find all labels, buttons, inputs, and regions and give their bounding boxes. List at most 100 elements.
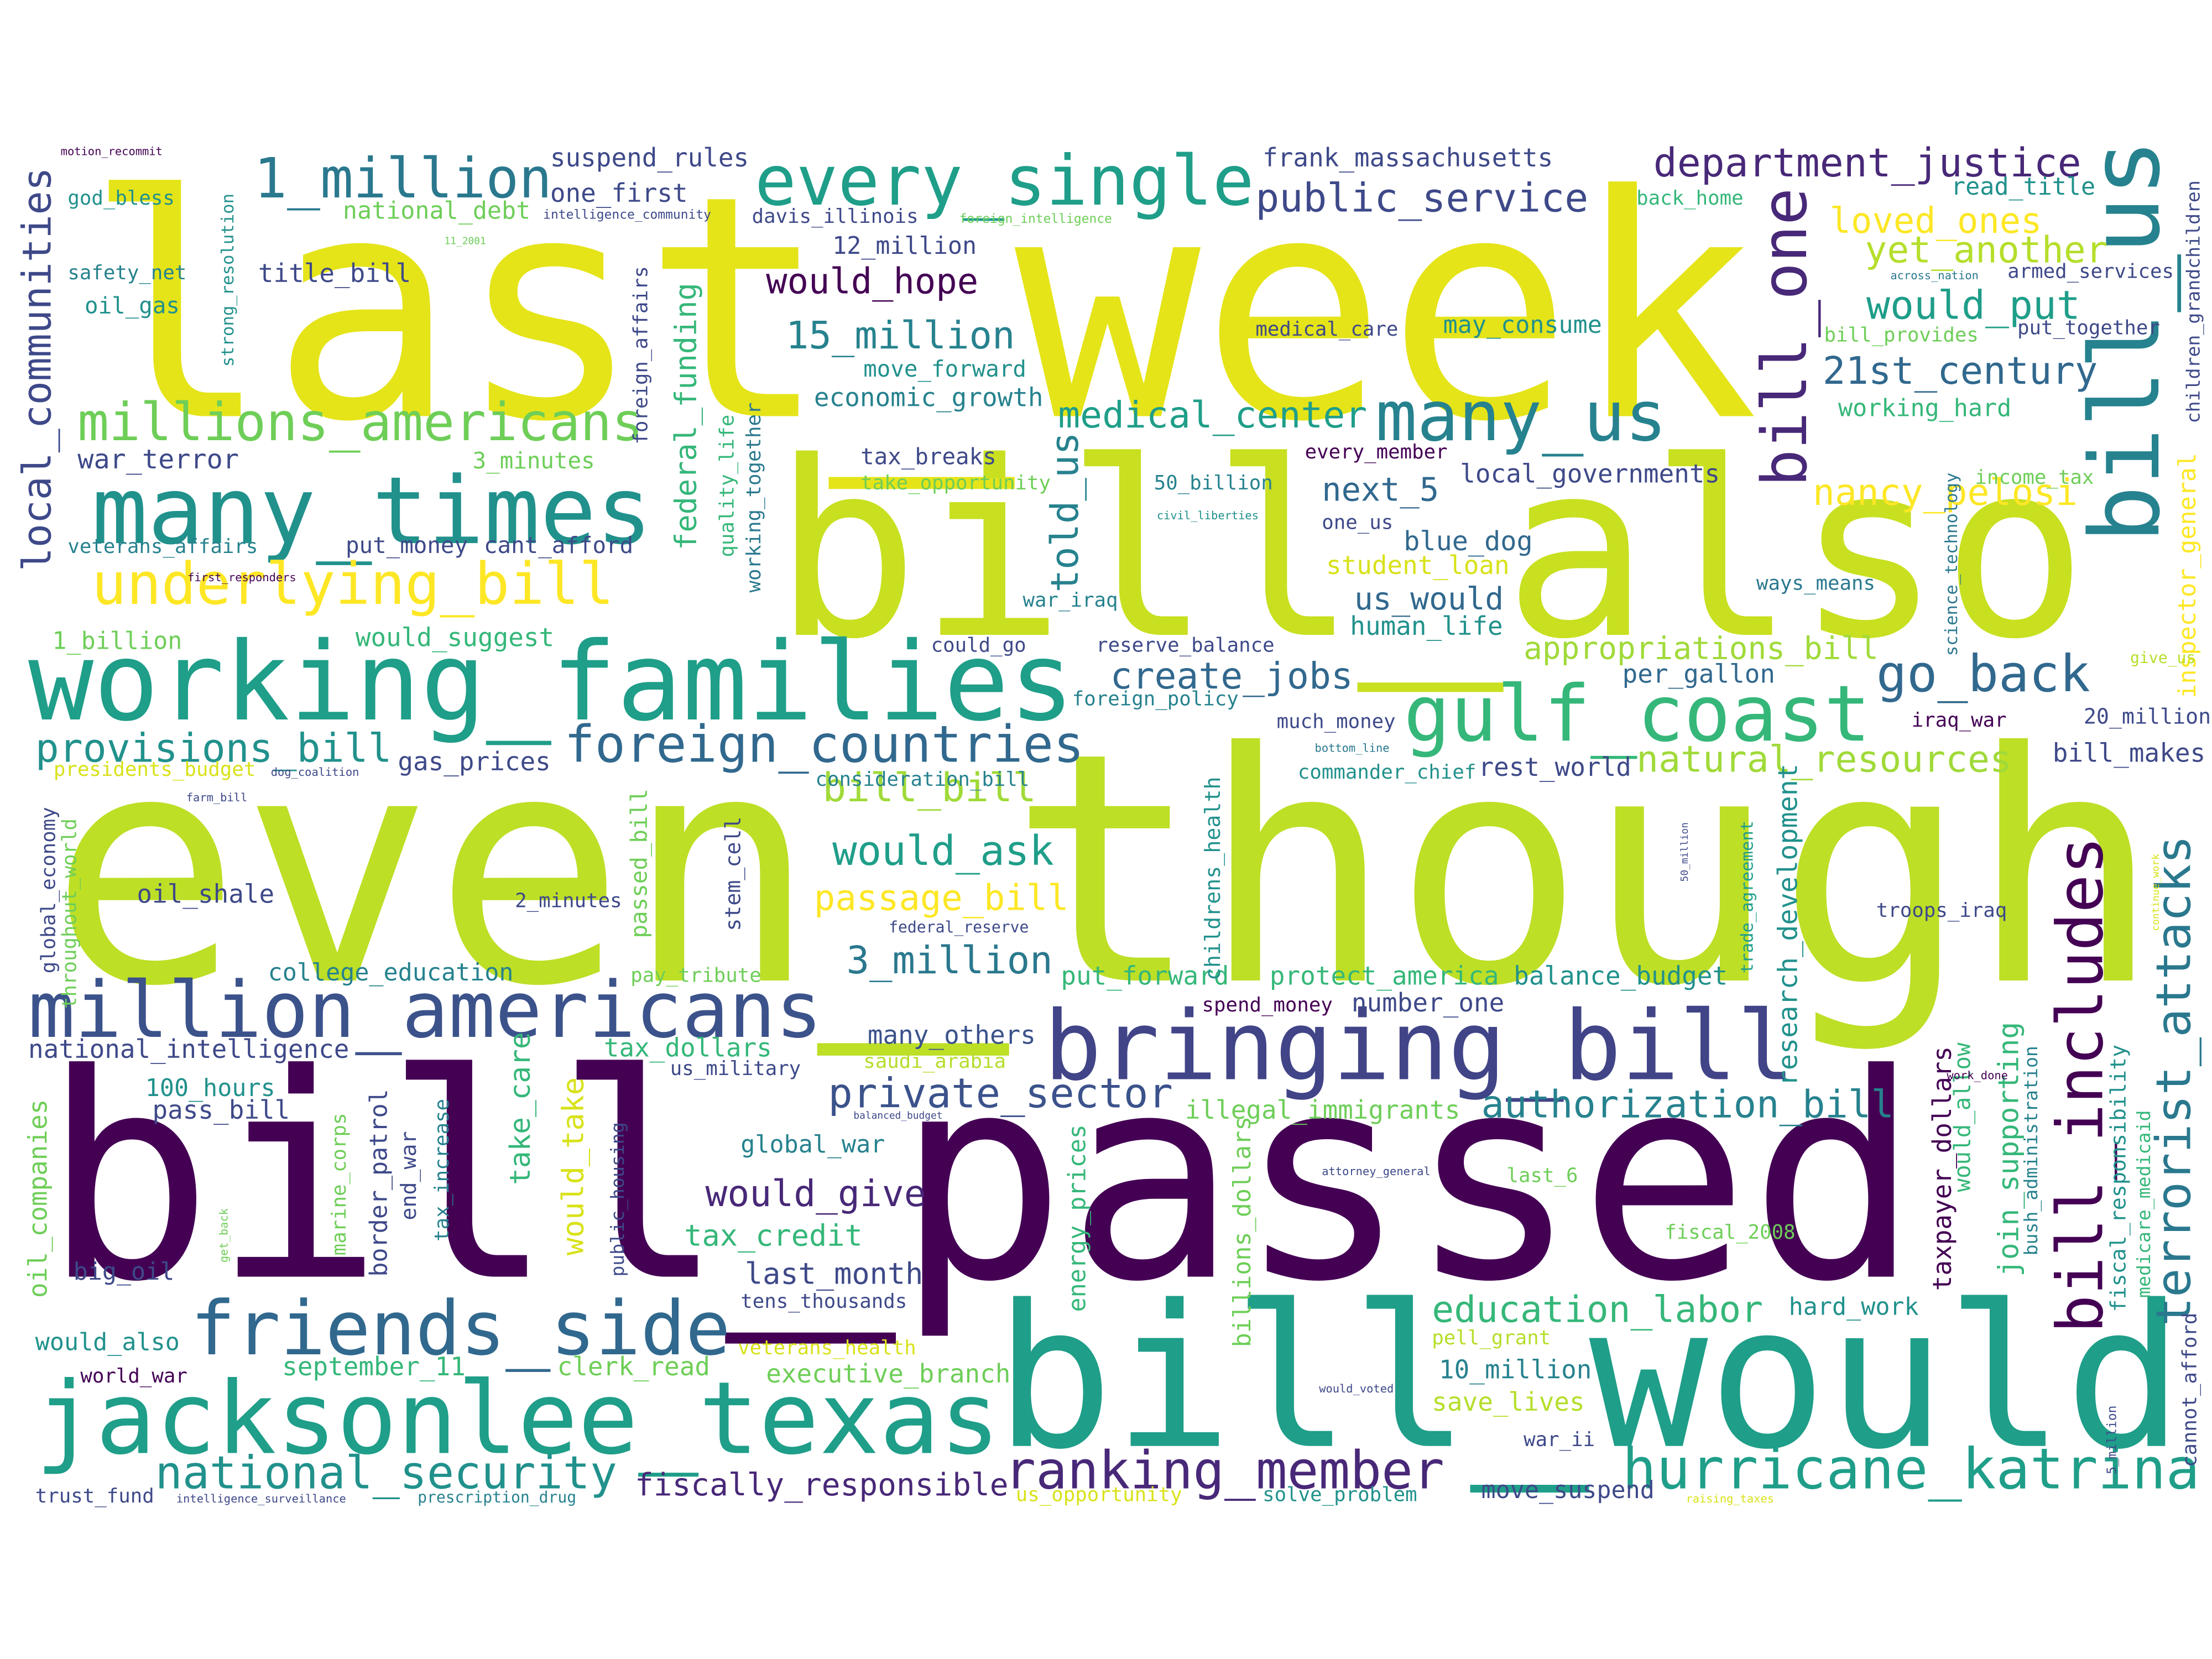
word: oil_shale — [137, 879, 274, 909]
word: first_responders — [187, 571, 296, 584]
word: read_title — [1951, 173, 2095, 201]
word: one_us — [1322, 512, 1393, 534]
word: trust_fund — [35, 1485, 154, 1507]
word: medicare_medicaid — [2133, 1110, 2155, 1298]
word: war_ii — [1524, 1428, 1595, 1451]
word: working_together — [743, 403, 765, 593]
word: pell_grant — [1432, 1327, 1551, 1349]
word: god_bless — [67, 187, 174, 210]
word: consideration_bill — [815, 768, 1029, 791]
word: told_us — [1043, 432, 1087, 592]
word: 50_million — [1679, 822, 1691, 881]
word: trade_agreement — [1738, 821, 1757, 973]
word: throughout_world — [59, 818, 81, 1009]
word: could_go — [931, 634, 1026, 657]
word: cant_afford — [484, 532, 633, 559]
word: education_labor — [1432, 1287, 1763, 1331]
word: gulf_coast — [1404, 669, 1871, 759]
word: quality_life — [716, 415, 738, 557]
word: intelligence_surveillance — [176, 1492, 346, 1505]
word: public_housing — [607, 1122, 629, 1276]
word: provisions_bill — [35, 726, 392, 771]
word: department_justice — [1653, 140, 2081, 186]
word: per_gallon — [1623, 659, 1775, 689]
word: tax_credit — [684, 1218, 862, 1253]
word: bill_also — [773, 410, 2088, 696]
word: foreign_affairs — [630, 266, 653, 444]
word: september_11 — [282, 1352, 466, 1381]
word: move_forward — [863, 356, 1026, 382]
word: tax_breaks — [860, 443, 997, 469]
word: iraq_war — [1912, 709, 2007, 732]
word: reserve_balance — [1096, 634, 1274, 657]
word: last_month — [745, 1256, 923, 1291]
word: 1_billion — [52, 627, 182, 655]
word: national_debt — [343, 197, 530, 225]
word: college_education — [268, 959, 514, 987]
word: tens_thousands — [740, 1290, 907, 1313]
word: would_allow — [1949, 1042, 1975, 1192]
word: even_though — [49, 685, 2161, 1060]
word: farm_bill — [186, 791, 248, 804]
word: 1_million — [254, 147, 552, 211]
word: income_tax — [1975, 466, 2094, 489]
word: back_home — [1636, 187, 1743, 210]
word: 20_million — [2084, 705, 2211, 729]
word: would_put — [1866, 283, 2080, 328]
word: 50_billion — [1154, 472, 1273, 494]
word: 21st_century — [1823, 349, 2098, 393]
word: economic_growth — [814, 383, 1044, 413]
word: medical_care — [1255, 318, 1398, 341]
word: student_loan — [1326, 550, 1510, 580]
word: passage_bill — [814, 878, 1069, 919]
word: national_security — [155, 1447, 617, 1499]
word: children_grandchildren — [2182, 180, 2204, 423]
word: foreign_countries — [564, 715, 1084, 774]
word: foreign_policy — [1072, 688, 1239, 711]
word: spend_money — [1202, 994, 1332, 1016]
word: illegal_immigrants — [1185, 1095, 1460, 1125]
word: get_back — [217, 1208, 230, 1262]
word: bill_provides — [1824, 324, 1978, 346]
word: last_week — [85, 129, 1759, 494]
word: bill_passed — [43, 1014, 1921, 1348]
word: border_patrol — [366, 1089, 393, 1276]
word: tax_dollars — [604, 1033, 772, 1063]
word: private_sector — [828, 1070, 1172, 1118]
word: bringing_bill — [1044, 990, 1795, 1102]
word: would_take — [556, 1077, 591, 1255]
word: bush_administration — [2020, 1046, 2042, 1255]
word: yet_another — [1865, 228, 2107, 271]
word: end_war — [397, 1131, 421, 1220]
word: us_would — [1354, 581, 1504, 617]
word: war_terror — [77, 444, 239, 475]
word: fiscal_responsibility — [2106, 1045, 2131, 1312]
word: executive_branch — [766, 1359, 1010, 1389]
word: title_bill — [258, 258, 411, 288]
word: global_war — [740, 1131, 885, 1159]
word: 5_million — [2105, 1406, 2120, 1474]
word: working_hard — [1838, 395, 2011, 422]
word: gas_prices — [398, 747, 550, 776]
word: 10_million — [1439, 1354, 1592, 1384]
word: commander_chief — [1298, 761, 1476, 784]
word: put_forward — [1061, 961, 1229, 991]
word: 3_minutes — [473, 447, 595, 474]
word: bill_includes — [2043, 836, 2117, 1333]
word: federal_funding — [669, 283, 703, 550]
word: safety_net — [67, 262, 186, 284]
word: join_supporting — [1992, 1022, 2025, 1277]
word: presidents_budget — [54, 758, 255, 781]
word: energy_prices — [1063, 1124, 1091, 1312]
word: bill_bill — [822, 765, 1036, 811]
word: saudi_arabia — [863, 1050, 1006, 1073]
word: medical_center — [1058, 393, 1367, 436]
word: would_give — [706, 1172, 926, 1215]
word: bottom_line — [1315, 742, 1390, 755]
word: ways_means — [1756, 572, 1875, 594]
word: tax_increase — [431, 1099, 453, 1241]
word: bill_makes — [2053, 738, 2205, 768]
word: save_lives — [1432, 1387, 1584, 1417]
word: create_jobs — [1110, 654, 1353, 697]
word: human_life — [1350, 611, 1503, 641]
